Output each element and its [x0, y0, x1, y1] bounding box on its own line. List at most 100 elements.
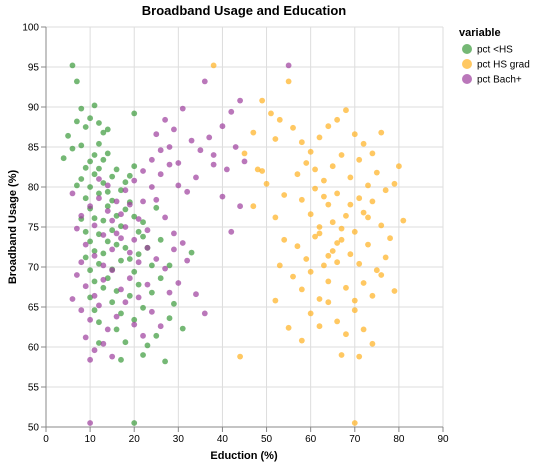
data-point [136, 229, 142, 235]
data-point [149, 157, 155, 163]
series-pct-bach [70, 63, 292, 426]
data-point [370, 293, 376, 299]
x-tick-label: 20 [129, 434, 141, 445]
data-point [105, 208, 111, 214]
data-point [334, 191, 340, 197]
data-point [136, 251, 142, 257]
data-point [162, 266, 168, 272]
data-point [347, 175, 353, 181]
data-point [131, 237, 137, 243]
y-tick-label: 70 [28, 263, 40, 274]
data-point [361, 327, 367, 333]
data-point [74, 183, 80, 189]
data-point [361, 141, 367, 147]
data-point [295, 243, 301, 249]
data-point [100, 341, 106, 347]
data-point [118, 258, 124, 264]
data-point [78, 259, 84, 265]
data-point [92, 279, 98, 285]
data-point [153, 205, 159, 211]
data-point [109, 218, 115, 224]
data-point [330, 219, 336, 225]
data-point [356, 157, 362, 163]
data-point [242, 159, 248, 165]
data-point [140, 168, 146, 174]
data-point [250, 203, 256, 209]
data-point [158, 275, 164, 281]
data-point [281, 192, 287, 198]
data-point [365, 183, 371, 189]
data-point [347, 202, 353, 208]
data-point [361, 210, 367, 216]
data-point [140, 333, 146, 339]
data-point [290, 274, 296, 280]
data-point [78, 213, 84, 219]
data-point [220, 194, 226, 200]
y-tick-label: 80 [28, 183, 40, 194]
data-point [153, 256, 159, 262]
data-point [277, 263, 283, 269]
data-point [308, 269, 314, 275]
data-point [74, 272, 80, 278]
data-point [100, 285, 106, 291]
data-point [70, 191, 76, 197]
data-point [100, 218, 106, 224]
data-point [123, 339, 129, 345]
data-point [105, 327, 111, 333]
data-point [70, 146, 76, 152]
data-point [242, 151, 248, 157]
data-point [96, 166, 102, 172]
data-point [92, 152, 98, 158]
data-point [321, 194, 327, 200]
data-point [211, 162, 217, 168]
data-point [149, 309, 155, 315]
data-point [87, 203, 93, 209]
y-tick-label: 60 [28, 343, 40, 354]
data-point [272, 215, 278, 221]
y-tick-label: 95 [28, 63, 40, 74]
data-point [96, 176, 102, 182]
data-point [123, 299, 129, 305]
series-pct-hs [61, 63, 195, 426]
y-tick-label: 55 [28, 383, 40, 394]
data-point [96, 319, 102, 325]
data-point [131, 163, 137, 169]
data-point [370, 151, 376, 157]
data-point [92, 253, 98, 259]
data-point [374, 170, 380, 176]
data-point [100, 157, 106, 163]
data-point [308, 149, 314, 155]
legend-swatch [462, 44, 472, 54]
x-tick-label: 90 [437, 434, 449, 445]
data-point [356, 261, 362, 267]
data-point [96, 303, 102, 309]
chart-title: Broadband Usage and Education [142, 3, 346, 18]
legend-title: variable [459, 27, 501, 39]
data-point [92, 307, 98, 313]
data-point [290, 125, 296, 131]
data-point [158, 323, 164, 329]
data-point [65, 133, 71, 139]
data-point [149, 263, 155, 269]
data-point [114, 327, 120, 333]
data-point [87, 317, 93, 323]
data-point [92, 293, 98, 299]
data-point [237, 98, 243, 104]
data-point [162, 215, 168, 221]
data-point [352, 420, 358, 426]
data-point [149, 184, 155, 190]
data-point [383, 255, 389, 261]
data-point [334, 259, 340, 265]
data-point [109, 299, 115, 305]
data-point [153, 197, 159, 203]
data-point [118, 211, 124, 217]
data-point [127, 256, 133, 262]
data-point [100, 263, 106, 269]
data-point [171, 247, 177, 253]
data-point [100, 232, 106, 238]
data-point [136, 216, 142, 222]
legend-swatch [462, 59, 472, 69]
data-point [87, 357, 93, 363]
data-point [123, 179, 129, 185]
